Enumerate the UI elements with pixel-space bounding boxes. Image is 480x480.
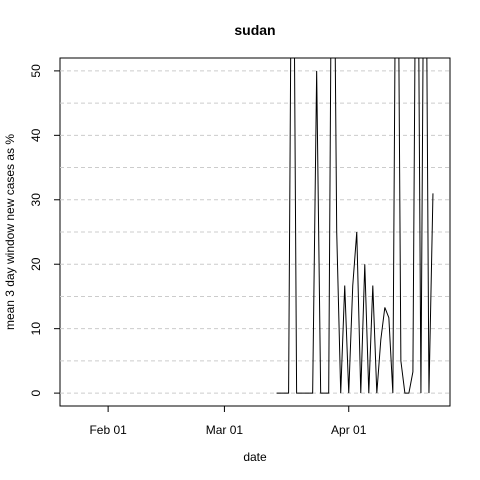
data-line xyxy=(276,58,434,394)
y-tick-label: 0 xyxy=(29,389,43,396)
x-tick-label: Mar 01 xyxy=(206,423,244,437)
x-tick-label: Apr 01 xyxy=(331,423,367,437)
chart-title: sudan xyxy=(234,22,275,38)
y-tick-label: 30 xyxy=(29,193,43,207)
y-tick-label: 10 xyxy=(29,322,43,336)
y-tick-label: 50 xyxy=(29,64,43,78)
x-axis-label: date xyxy=(243,450,267,464)
y-axis-label: mean 3 day window new cases as % xyxy=(3,134,17,330)
x-tick-label: Feb 01 xyxy=(89,423,127,437)
y-tick-label: 20 xyxy=(29,257,43,271)
y-tick-label: 40 xyxy=(29,128,43,142)
